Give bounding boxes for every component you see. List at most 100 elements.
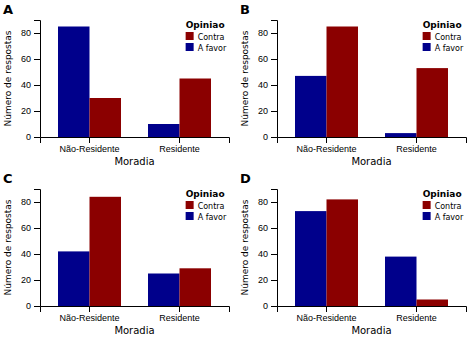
x-axis-title: Moradia (114, 156, 154, 167)
y-tick-mark (34, 137, 40, 138)
legend-label: Contra (198, 202, 225, 211)
plot: 0 20 40 60 80 Não-ResidenteResidente Moradia Nú… (240, 20, 467, 167)
x-tick-mark (89, 306, 90, 312)
y-tick-label: 80 (258, 28, 268, 38)
y-tick: 20 (258, 275, 277, 285)
legend: OpiniaoContraA favor (423, 189, 464, 222)
y-axis: 020406080 (21, 190, 41, 312)
x-axis: Não-Residente Residente (41, 137, 230, 154)
y-tick-label: 40 (258, 249, 268, 259)
y-tick: 0 (263, 132, 277, 142)
y-tick: 60 (21, 223, 40, 233)
y-tick: 20 (21, 106, 40, 116)
y-tick-mark (34, 228, 40, 229)
bars (295, 199, 448, 306)
y-tick-label: 20 (21, 106, 31, 116)
y-axis-title: Número de respostas (240, 30, 250, 126)
x-tick-mark (416, 137, 417, 143)
bars (58, 27, 211, 138)
bar (417, 68, 449, 137)
y-tick: 80 (21, 28, 40, 38)
y-tick-label: 20 (258, 275, 268, 285)
y-tick-label: 60 (21, 54, 31, 64)
y-tick: 80 (258, 28, 277, 38)
bar (295, 211, 327, 306)
bar (327, 27, 359, 138)
bar (417, 300, 449, 307)
legend-item: A favor (423, 212, 464, 222)
y-tick-mark (271, 228, 277, 229)
y-tick-mark (34, 254, 40, 255)
x-tick: Não-Residente (296, 306, 356, 323)
y-tick: 40 (21, 249, 40, 259)
y-tick-mark (34, 85, 40, 86)
bar (180, 79, 212, 138)
bar (385, 257, 417, 306)
legend-swatch (186, 212, 194, 220)
y-tick: 0 (263, 301, 277, 311)
plot: 020406080Não-ResidenteResidenteMoradiaNú… (240, 189, 467, 336)
x-axis-line (278, 307, 467, 313)
x-axis-title: Moradia (351, 156, 391, 167)
y-tick-label: 40 (21, 249, 31, 259)
panel-label: C (3, 171, 13, 186)
panel: B 0 20 40 60 80 Não-ResidenteResidente Moradia N… (240, 2, 467, 167)
y-tick-mark (271, 59, 277, 60)
y-tick-label: 60 (258, 54, 268, 64)
y-tick: 40 (21, 80, 40, 90)
legend-swatch (423, 32, 431, 40)
bar (180, 268, 212, 306)
x-tick: Não-Residente (59, 137, 119, 154)
x-tick-label: Residente (159, 144, 200, 154)
y-tick-label: 40 (258, 80, 268, 90)
x-tick-mark (89, 137, 90, 143)
y-tick: 60 (258, 223, 277, 233)
y-tick-mark (34, 202, 40, 203)
panel: D020406080Não-ResidenteResidenteMoradiaN… (240, 171, 467, 336)
legend-label: A favor (198, 213, 227, 222)
y-tick-label: 0 (26, 132, 31, 142)
x-axis: Não-ResidenteResidente (41, 306, 230, 323)
legend: OpiniaoContraA favor (186, 189, 227, 222)
x-axis-title: Moradia (114, 325, 154, 336)
legend-item: A favor (186, 43, 227, 53)
y-tick: 60 (258, 54, 277, 64)
y-axis-title: Número de respostas (240, 199, 250, 295)
y-tick-mark (271, 137, 277, 138)
x-axis-title: Moradia (351, 325, 391, 336)
legend-item: A favor (186, 212, 227, 222)
legend: OpiniaoContraA favor (186, 20, 227, 53)
figure: A020406080Não-ResidenteResidenteMoradiaN… (0, 0, 474, 338)
x-axis-line (41, 138, 230, 144)
y-tick: 20 (258, 106, 277, 116)
plot: 020406080Não-ResidenteResidenteMoradiaNú… (3, 189, 230, 336)
x-axis-line (278, 138, 467, 144)
y-tick: 80 (21, 197, 40, 207)
panel-label: A (3, 2, 13, 17)
x-tick-mark (179, 137, 180, 143)
bars (58, 197, 211, 306)
y-tick-mark (271, 280, 277, 281)
y-tick-mark (34, 111, 40, 112)
y-tick-label: 0 (263, 132, 268, 142)
y-tick: 0 (26, 301, 40, 311)
x-tick-mark (326, 137, 327, 143)
y-axis-title: Número de respostas (3, 199, 13, 295)
y-tick-mark (271, 85, 277, 86)
bar (90, 197, 122, 306)
y-axis-title: Número de respostas (3, 30, 13, 126)
x-axis-line (41, 307, 230, 313)
y-axis-line (34, 190, 41, 307)
x-axis: Não-ResidenteResidente (278, 137, 467, 154)
bar (58, 27, 90, 138)
bar (148, 124, 180, 137)
y-axis-line (34, 21, 41, 138)
legend-item: Contra (186, 201, 225, 211)
x-tick: Residente (396, 306, 437, 323)
panel-label: B (240, 2, 250, 17)
x-tick-label: Não-Residente (59, 144, 119, 154)
legend-swatch (186, 32, 194, 40)
x-tick-label: Não-Residente (296, 313, 356, 323)
y-tick-mark (34, 59, 40, 60)
y-axis-line (271, 190, 278, 307)
